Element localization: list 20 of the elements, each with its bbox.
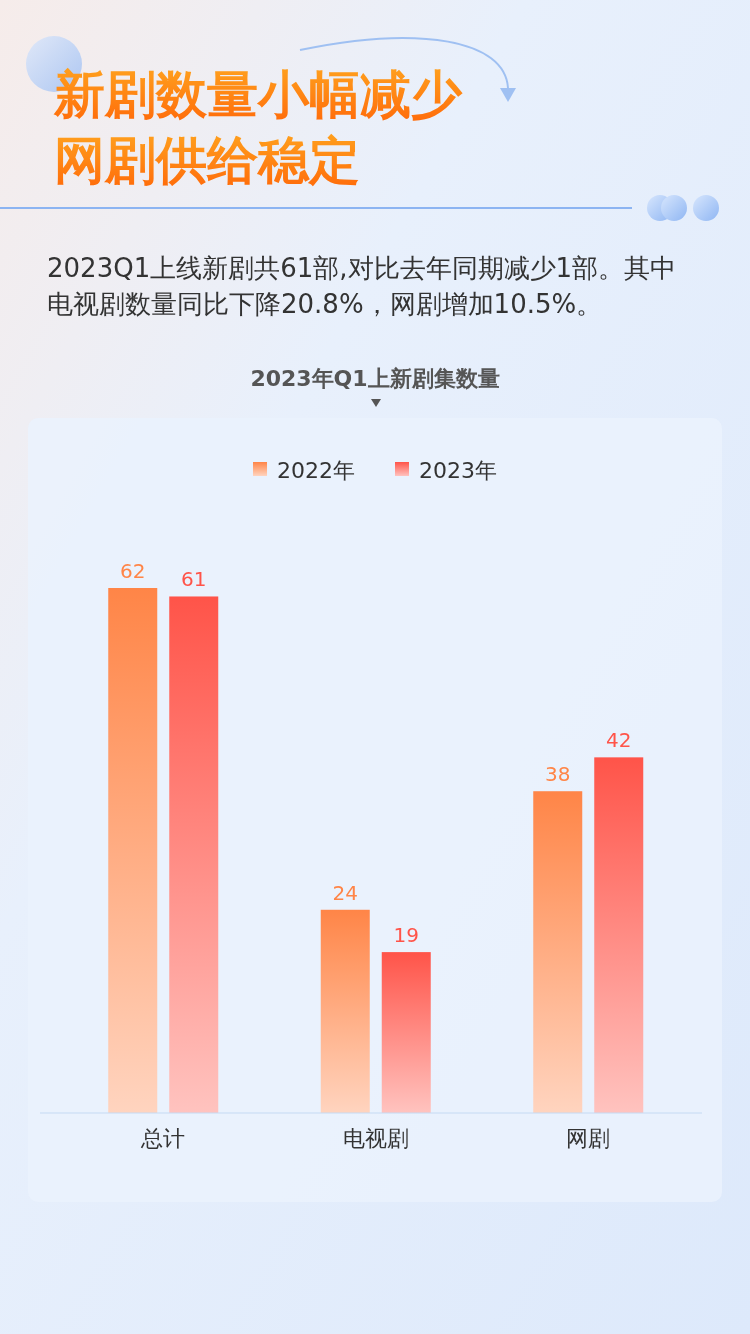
data-label: 62: [120, 559, 146, 583]
text: 2023年Q1上新剧集数量: [250, 366, 500, 391]
chart-subtitle: 2023Q1上线新剧共61部,对比去年同期减少1部。其中电视剧数量同比下降20.8%，网剧增加10.5%。: [47, 253, 677, 319]
data-label: 61: [181, 567, 207, 592]
chart-title: 新剧数量小幅减少网剧供给稳定: [53, 65, 463, 190]
data-label: 42: [606, 728, 632, 753]
legend-label: 2022年: [277, 458, 356, 483]
bar: [169, 596, 219, 1113]
bar: [320, 909, 370, 1113]
bar: [594, 757, 644, 1113]
data-label: 24: [332, 880, 358, 905]
bar: [108, 588, 158, 1113]
data-label: 38: [545, 762, 571, 787]
x-tick-label: 网剧: [566, 1126, 611, 1151]
bar: [381, 952, 431, 1113]
bar: [533, 791, 583, 1113]
legend-label: 2023年: [419, 458, 497, 483]
x-tick-label: 电视剧: [342, 1126, 409, 1151]
data-label: 19: [393, 923, 419, 948]
x-tick-label: 总计: [140, 1126, 186, 1151]
